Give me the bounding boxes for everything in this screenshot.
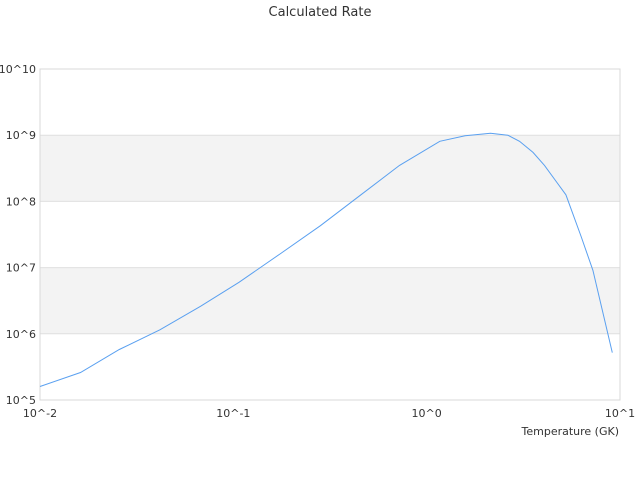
y-tick-label: 10^9 <box>6 129 36 142</box>
y-tick-label: 10^8 <box>6 195 36 208</box>
series-line <box>39 132 613 387</box>
chart-title: Calculated Rate <box>269 5 372 20</box>
plot-frame <box>39 68 621 401</box>
x-tick-label: 10^-2 <box>23 407 57 420</box>
x-tick-label: 10^-1 <box>216 407 250 420</box>
x-tick-label: 10^0 <box>412 407 442 420</box>
y-tick-label: 10^6 <box>6 328 36 341</box>
x-axis-label: Temperature (GK) <box>521 425 620 438</box>
grid-band <box>40 135 620 202</box>
y-tick-label: 10^5 <box>6 394 36 407</box>
x-tick-label: 10^1 <box>605 407 635 420</box>
y-tick-label: 10^10 <box>0 63 36 76</box>
grid-band <box>40 267 620 334</box>
y-tick-label: 10^7 <box>6 262 36 275</box>
